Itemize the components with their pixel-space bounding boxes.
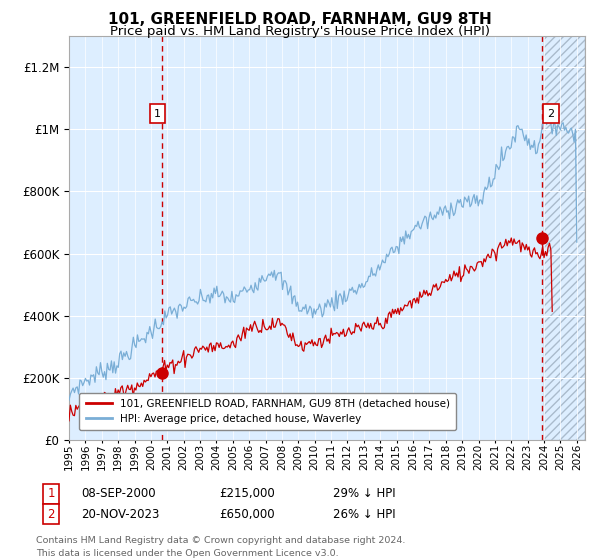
Text: 26% ↓ HPI: 26% ↓ HPI — [333, 507, 395, 521]
Legend: 101, GREENFIELD ROAD, FARNHAM, GU9 8TH (detached house), HPI: Average price, det: 101, GREENFIELD ROAD, FARNHAM, GU9 8TH (… — [79, 393, 456, 430]
Text: 2: 2 — [47, 507, 55, 521]
Text: 1: 1 — [47, 487, 55, 501]
Text: 08-SEP-2000: 08-SEP-2000 — [81, 487, 155, 501]
Text: 101, GREENFIELD ROAD, FARNHAM, GU9 8TH: 101, GREENFIELD ROAD, FARNHAM, GU9 8TH — [108, 12, 492, 27]
Text: 20-NOV-2023: 20-NOV-2023 — [81, 507, 160, 521]
Text: 29% ↓ HPI: 29% ↓ HPI — [333, 487, 395, 501]
Text: 2: 2 — [547, 109, 554, 119]
Text: £215,000: £215,000 — [219, 487, 275, 501]
Text: 1: 1 — [154, 109, 161, 119]
Text: Price paid vs. HM Land Registry's House Price Index (HPI): Price paid vs. HM Land Registry's House … — [110, 25, 490, 38]
Text: Contains HM Land Registry data © Crown copyright and database right 2024.
This d: Contains HM Land Registry data © Crown c… — [36, 536, 406, 558]
Text: £650,000: £650,000 — [219, 507, 275, 521]
Bar — [544, 36, 585, 440]
